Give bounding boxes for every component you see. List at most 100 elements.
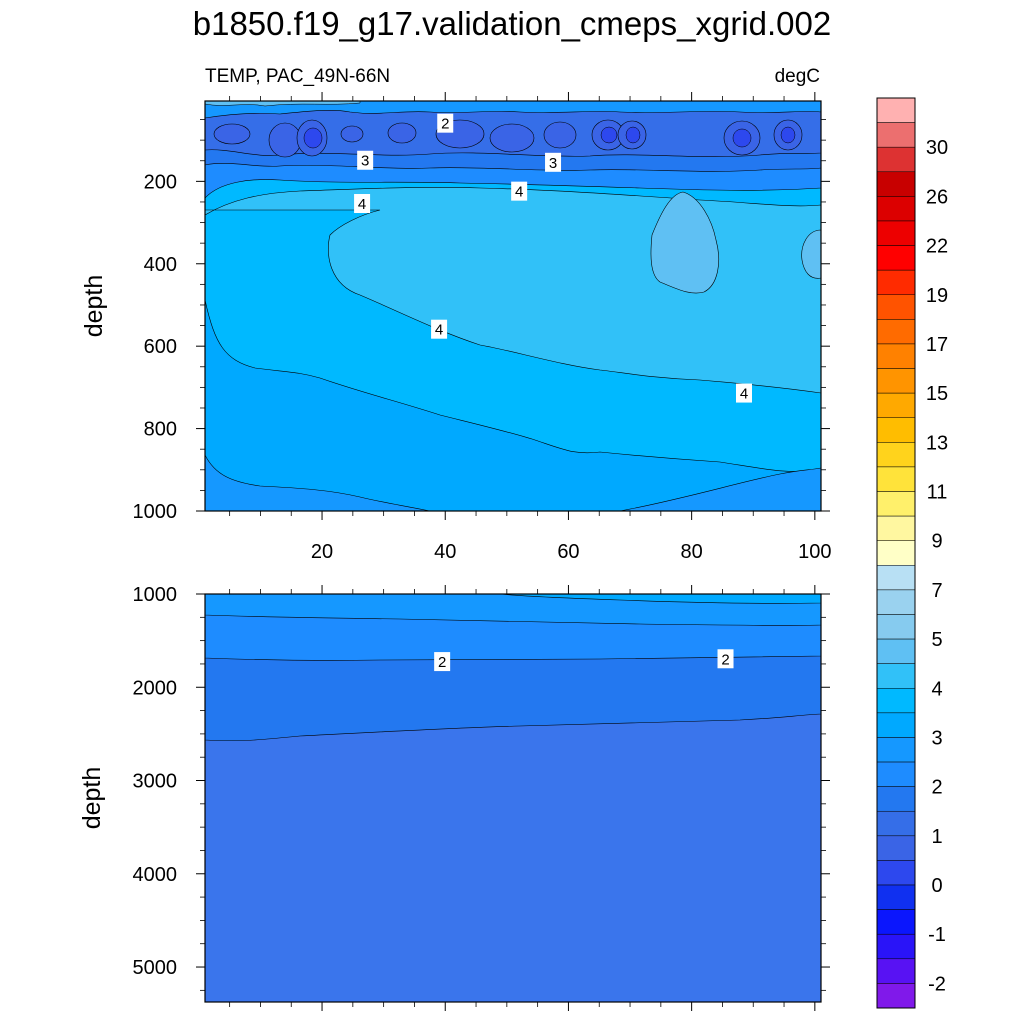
- contour-label-text: 3: [361, 153, 369, 170]
- contour-label-box: [431, 319, 448, 339]
- upper-ticks: 20 40 60 80 100 200 400 600 800 1000: [133, 92, 832, 563]
- contour-label: 3: [357, 150, 374, 170]
- colorbar-swatch: [876, 491, 916, 517]
- contour-label: 3: [545, 152, 562, 172]
- colorbar-swatch: [876, 294, 916, 320]
- contour-label: 2: [717, 649, 734, 669]
- colorbar-label: 4: [931, 678, 942, 700]
- upper-panel: 20 40 60 80 100 200 400 600 800 1000 2 3 3 4 4 4 4 dept…: [80, 92, 832, 563]
- colorbar-swatch: [876, 515, 916, 541]
- colorbar-label: 0: [931, 875, 942, 897]
- colorbar-swatch: [876, 810, 916, 837]
- y-tick-label: 5000: [133, 957, 178, 979]
- colorbar-swatch: [876, 220, 916, 246]
- upper-band-bottom: [205, 454, 431, 511]
- upper-contour-labels: 2 3 3 4 4 4 4: [354, 113, 752, 403]
- colorbar-swatch: [876, 269, 916, 296]
- contour-label-text: 4: [515, 184, 523, 201]
- colorbar-swatch: [876, 786, 916, 812]
- y-tick-label: 1000: [133, 501, 178, 523]
- colorbar-frame: [876, 97, 916, 1009]
- upper-eddy-cores: [303, 126, 796, 149]
- contour-label-text: 4: [358, 196, 366, 213]
- colorbar-label: -2: [928, 973, 946, 995]
- colorbar-label: 2: [931, 777, 942, 799]
- colorbar-swatch: [876, 343, 916, 369]
- figure-title: b1850.f19_g17.validation_cmeps_xgrid.002: [193, 5, 831, 42]
- colorbar-label: 7: [931, 580, 942, 602]
- x-tick-label: 80: [681, 541, 703, 563]
- colorbar-swatch: [876, 712, 916, 738]
- colorbar-swatch: [876, 983, 916, 1009]
- y-tick-label: 3000: [133, 771, 178, 793]
- colorbar-swatch: [876, 933, 916, 960]
- contour-label-box: [736, 383, 752, 403]
- contour-label-text: 4: [435, 322, 443, 339]
- colorbar-swatch: [876, 909, 916, 935]
- colorbar-label: 30: [926, 137, 948, 159]
- colorbar-label: 9: [931, 531, 942, 553]
- contour-label: 4: [431, 319, 448, 339]
- y-tick-label: 4000: [133, 864, 178, 886]
- colorbar-label: 3: [931, 727, 942, 749]
- lower-frame: [204, 593, 822, 1003]
- y-tick-label: 400: [144, 254, 177, 276]
- upper-band-surface-warm: [205, 101, 361, 107]
- colorbar-swatch: [876, 466, 916, 492]
- contour-label: 2: [437, 113, 454, 133]
- contour-label-box: [357, 150, 374, 170]
- colorbar-label: 11: [927, 482, 948, 504]
- lower-ylabel: depth: [78, 767, 106, 830]
- colorbar-swatch: [876, 761, 916, 787]
- upper-island-4.5: [650, 191, 719, 294]
- upper-band-surface: [205, 101, 821, 119]
- colorbar-label: 1: [931, 826, 942, 848]
- colorbar-swatch: [876, 146, 916, 173]
- colorbar-swatch: [876, 614, 916, 640]
- contour-label-text: 4: [740, 386, 748, 403]
- contour-label: 4: [511, 181, 528, 201]
- colorbar-swatch: [876, 319, 916, 345]
- colorbar-label: 13: [926, 432, 948, 454]
- upper-island-edge: [801, 229, 821, 279]
- contour-label: 4: [736, 383, 752, 403]
- colorbar-label: 26: [926, 186, 948, 208]
- contour-label-text: 2: [438, 654, 446, 671]
- lower-ticks: 1000 2000 3000 4000 5000: [133, 584, 830, 1011]
- colorbar-swatch: [876, 122, 916, 148]
- colorbar-swatch: [876, 884, 916, 910]
- colorbar-swatch: [876, 171, 916, 197]
- colorbar-swatch: [876, 442, 916, 468]
- colorbar-swatch: [876, 860, 916, 886]
- colorbar-swatch: [876, 589, 916, 615]
- x-tick-label: 100: [798, 541, 831, 563]
- colorbar-label: 15: [926, 383, 948, 405]
- upper-frame: [204, 100, 822, 512]
- x-tick-label: 40: [434, 541, 456, 563]
- colorbar-label: 19: [926, 285, 948, 307]
- y-tick-label: 800: [144, 419, 177, 441]
- colorbar-swatch: [876, 196, 916, 222]
- contour-label-box: [354, 194, 371, 214]
- variable-label: TEMP, PAC_49N-66N: [205, 66, 390, 87]
- contour-label-text: 2: [441, 116, 449, 133]
- colorbar: 30 26 22 19 17 15 13 11 9 7 5 4 3 2 1 0 -1 -2: [876, 97, 948, 1009]
- y-tick-label: 1000: [133, 584, 178, 606]
- contour-label-box: [437, 113, 454, 133]
- upper-band-bottom-right: [619, 467, 821, 511]
- units-label: degC: [775, 66, 820, 87]
- colorbar-swatch: [876, 540, 916, 566]
- contour-label-box: [434, 652, 451, 672]
- colorbar-swatch: [876, 737, 916, 763]
- x-tick-label: 60: [557, 541, 579, 563]
- colorbar-swatch: [876, 835, 916, 861]
- colorbar-swatch: [876, 368, 916, 394]
- colorbar-swatch: [876, 688, 916, 714]
- x-tick-label: 20: [311, 541, 333, 563]
- y-tick-label: 2000: [133, 677, 178, 699]
- colorbar-label: 5: [931, 629, 942, 651]
- colorbar-label: 17: [926, 334, 948, 356]
